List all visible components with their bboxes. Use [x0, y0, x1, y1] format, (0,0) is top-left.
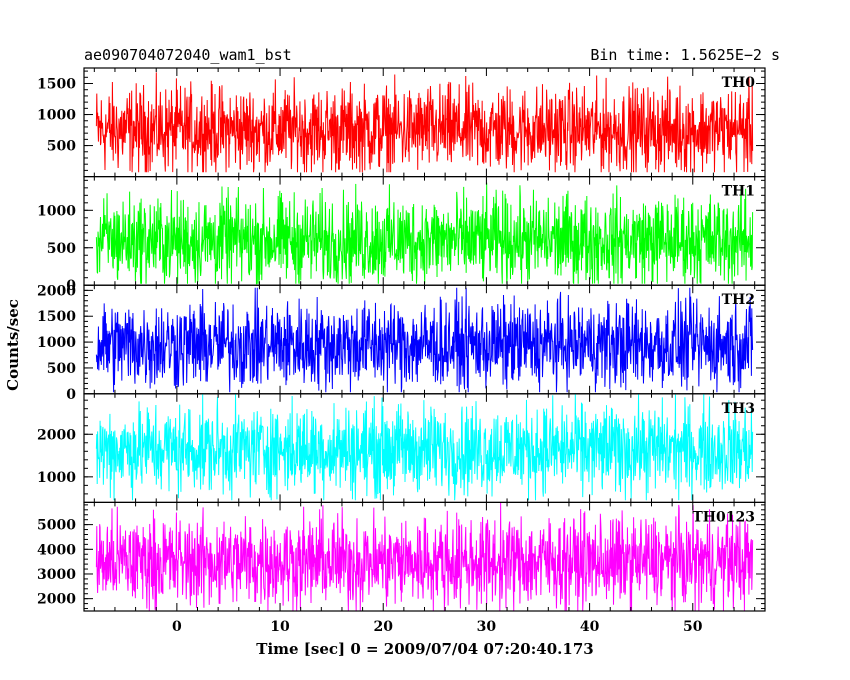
- x-tick-label: 40: [580, 619, 600, 635]
- series-th0123: [95, 502, 754, 612]
- x-tick-label: 10: [270, 619, 290, 635]
- y-tick-label: 2000: [37, 427, 76, 443]
- panel-label: TH3: [722, 401, 755, 417]
- series-th3: [95, 393, 754, 501]
- x-tick-label: 30: [477, 619, 497, 635]
- y-tick-label: 1000: [37, 108, 76, 124]
- series-th0: [95, 72, 754, 173]
- panel-th3: 1000 2000 TH3: [37, 393, 766, 503]
- y-tick-label: 4000: [37, 542, 76, 558]
- panel-th2: 0 500 1000 1500 2000 TH2: [37, 283, 766, 403]
- panel-th0: 500 1000 1500 TH0: [37, 67, 766, 178]
- y-tick-label: 2000: [37, 283, 76, 299]
- y-tick-label: 1000: [37, 203, 76, 219]
- series-th2: [95, 287, 754, 393]
- y-tick-label: 1000: [37, 470, 76, 486]
- y-tick-label: 1000: [37, 335, 76, 351]
- y-tick-label: 5000: [37, 518, 76, 534]
- y-tick-label: 2000: [37, 592, 76, 608]
- x-tick-label: 50: [683, 619, 703, 635]
- x-tick-label: 20: [373, 619, 393, 635]
- y-axis-label: Counts/sec: [4, 299, 22, 391]
- series-th1: [95, 182, 754, 285]
- panel-label: TH2: [722, 292, 755, 308]
- x-tick-label: 0: [172, 619, 182, 635]
- y-tick-label: 500: [47, 241, 76, 257]
- y-tick-label: 500: [47, 139, 76, 155]
- x-axis-label: Time [sec] 0 = 2009/07/04 07:20:40.173: [256, 640, 593, 658]
- y-tick-label: 1500: [37, 309, 76, 325]
- panel-th0123: 2000 3000 4000 5000 TH0123: [37, 501, 766, 612]
- y-tick-label: 1500: [37, 77, 76, 93]
- panel-label: TH1: [722, 184, 755, 200]
- panel-label: TH0123: [692, 509, 755, 525]
- panel-label: TH0: [722, 75, 756, 91]
- x-axis: 0 10 20 30 40 50: [172, 619, 703, 635]
- bin-time-label: Bin time: 1.5625E−2 s: [590, 46, 780, 64]
- y-tick-label: 0: [66, 278, 76, 294]
- panels-group: 500 1000 1500 TH0 0 500 1000 TH1 0 500 1000 1500 200…: [37, 67, 766, 612]
- chart-title: ae090704072040_wam1_bst: [84, 46, 292, 64]
- panel-th1: 0 500 1000 TH1: [37, 176, 766, 294]
- y-tick-label: 500: [47, 361, 76, 377]
- y-tick-label: 0: [66, 387, 76, 403]
- y-tick-label: 3000: [37, 567, 76, 583]
